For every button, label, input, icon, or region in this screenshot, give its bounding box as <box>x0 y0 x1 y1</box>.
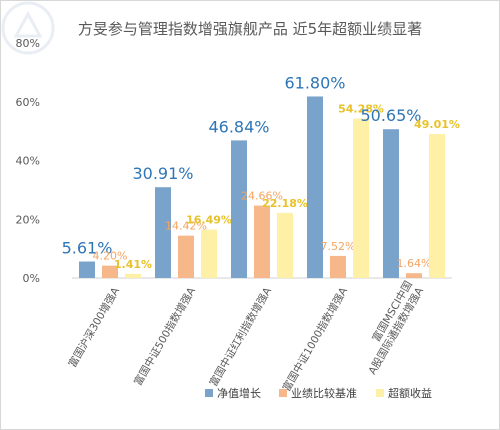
data-label-2-1: 16.49% <box>186 214 232 227</box>
bar-0-0 <box>79 261 95 278</box>
chart-title: 方旻参与管理指数增强旗舰产品 近5年超额业绩显著 <box>77 20 423 38</box>
category-label-3: 富国中证1000指数增强A <box>280 284 351 393</box>
bar-1-4 <box>406 273 422 278</box>
legend-swatch-2 <box>376 389 384 397</box>
y-tick-label: 60% <box>16 96 40 109</box>
legend-swatch-1 <box>279 389 287 397</box>
data-label-1-2: 24.66% <box>241 190 283 203</box>
bar-2-1 <box>201 229 217 278</box>
bar-2-0 <box>125 273 141 278</box>
bar-2-4 <box>429 134 445 278</box>
bar-2-3 <box>353 118 369 279</box>
legend-label-0: 净值增长 <box>217 386 261 400</box>
legend-swatch-0 <box>205 389 213 397</box>
bar-0-2 <box>231 140 247 278</box>
bar-1-2 <box>254 205 270 278</box>
y-tick-label: 40% <box>16 155 40 168</box>
bar-0-3 <box>307 96 323 279</box>
y-tick-label: 0% <box>23 272 40 285</box>
category-label-line: 富国中证500指数增强A <box>131 284 198 388</box>
bar-0-1 <box>155 187 171 278</box>
data-label-1-4: 1.64% <box>397 257 432 270</box>
data-label-1-3: 7.52% <box>321 240 356 253</box>
data-label-0-4: 50.65% <box>360 106 421 125</box>
data-label-1-0: 4.20% <box>93 250 128 263</box>
category-label-1: 富国中证500指数增强A <box>131 284 198 388</box>
category-label-line: 富国沪深300增强A <box>66 284 123 369</box>
legend-label-1: 业绩比较基准 <box>291 386 357 400</box>
category-label-2: 富国中证红利指数增强A <box>207 284 275 388</box>
bar-1-3 <box>330 255 346 278</box>
data-label-0-3: 61.80% <box>284 73 345 92</box>
data-label-2-2: 22.18% <box>262 197 308 210</box>
data-label-2-4: 49.01% <box>414 118 460 131</box>
bar-0-4 <box>383 129 399 278</box>
bar-1-1 <box>178 235 194 278</box>
y-tick-label: 20% <box>16 213 40 226</box>
data-label-2-3: 54.28% <box>338 103 384 116</box>
y-tick-label: 80% <box>16 37 40 50</box>
bar-2-2 <box>277 212 293 278</box>
data-label-0-0: 5.61% <box>62 239 113 258</box>
logo-watermark-icon <box>1 1 55 55</box>
legend-label-2: 超额收益 <box>388 386 432 400</box>
data-label-1-1: 14.42% <box>165 220 207 233</box>
category-label-line: 富国中证1000指数增强A <box>280 284 351 393</box>
bar-1-0 <box>102 265 118 278</box>
data-label-2-0: 1.41% <box>114 258 152 271</box>
category-label-0: 富国沪深300增强A <box>66 284 123 369</box>
data-label-0-2: 46.84% <box>208 117 269 136</box>
category-label-line: 富国中证红利指数增强A <box>207 284 275 388</box>
data-label-0-1: 30.91% <box>132 164 193 183</box>
